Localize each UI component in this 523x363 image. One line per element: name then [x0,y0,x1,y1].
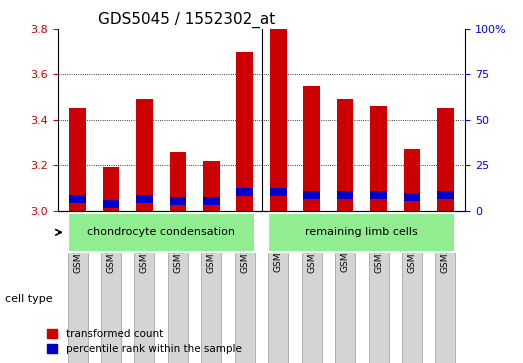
Bar [337,191,354,199]
Text: chondrocyte condensation: chondrocyte condensation [87,227,235,237]
Bar [136,99,153,211]
FancyBboxPatch shape [302,211,322,363]
Bar [103,167,119,211]
Bar [203,160,220,211]
Bar [303,86,320,211]
FancyBboxPatch shape [235,211,255,363]
Text: cell type: cell type [5,294,53,305]
FancyBboxPatch shape [402,211,422,363]
Bar [370,106,387,211]
Bar [236,188,253,196]
Bar [270,188,287,196]
Bar [270,29,287,211]
Bar [103,200,119,208]
FancyBboxPatch shape [268,213,456,252]
Bar [370,191,387,199]
Bar [169,152,186,211]
FancyBboxPatch shape [435,211,456,363]
Legend: transformed count, percentile rank within the sample: transformed count, percentile rank withi… [47,329,242,354]
FancyBboxPatch shape [67,213,255,252]
FancyBboxPatch shape [134,211,154,363]
Bar [404,149,420,211]
Bar [169,197,186,205]
FancyBboxPatch shape [67,211,88,363]
Bar [203,197,220,205]
Text: remaining limb cells: remaining limb cells [305,227,418,237]
Bar [136,195,153,203]
FancyBboxPatch shape [335,211,355,363]
FancyBboxPatch shape [268,211,288,363]
Bar [337,99,354,211]
FancyBboxPatch shape [201,211,221,363]
Bar [236,52,253,211]
FancyBboxPatch shape [168,211,188,363]
FancyBboxPatch shape [369,211,389,363]
Bar [69,109,86,211]
FancyBboxPatch shape [101,211,121,363]
Text: GDS5045 / 1552302_at: GDS5045 / 1552302_at [98,12,276,28]
Bar [303,191,320,199]
Bar [437,191,454,199]
Bar [404,193,420,201]
Bar [69,195,86,203]
Bar [437,109,454,211]
